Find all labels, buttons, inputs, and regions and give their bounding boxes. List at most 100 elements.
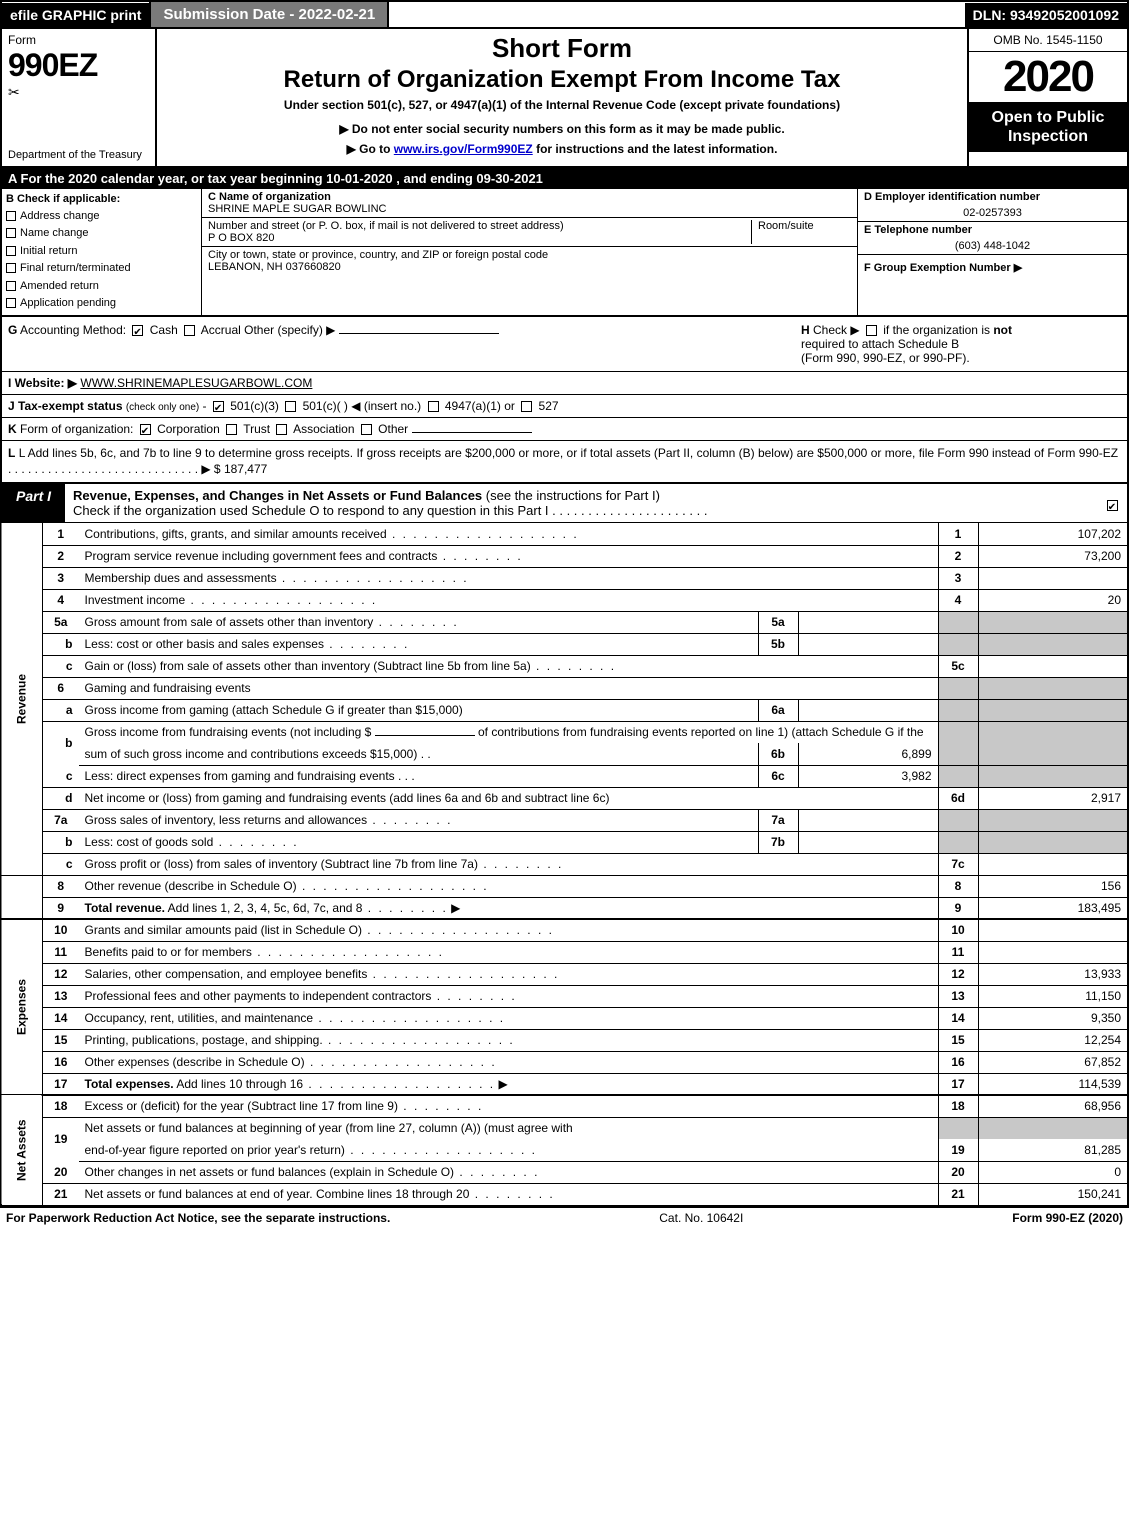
line-5c: c Gain or (loss) from sale of assets oth… [1,655,1128,677]
header-left: Form 990EZ ✂ Department of the Treasury [2,29,157,166]
line-7c: c Gross profit or (loss) from sales of i… [1,853,1128,875]
chk-other-org[interactable] [361,424,372,435]
city-row: City or town, state or province, country… [202,247,857,315]
block-bcdef: B Check if applicable: Address change Na… [0,189,1129,317]
ein-label: D Employer identification number [864,191,1121,203]
goto-pre: ▶ Go to [347,142,394,156]
chk-corporation[interactable] [140,424,151,435]
chk-address-change[interactable]: Address change [6,208,197,225]
org-name: SHRINE MAPLE SUGAR BOWLINC [208,203,386,215]
phone-row: E Telephone number (603) 448-1042 [858,222,1127,255]
row-l-gross: L L Add lines 5b, 6c, and 7b to line 9 t… [0,441,1129,485]
return-title: Return of Organization Exempt From Incom… [167,66,957,94]
line-20: 20 Other changes in net assets or fund b… [1,1161,1128,1183]
row-g-h: G Accounting Method: Cash Accrual Other … [0,317,1129,372]
chk-application-pending[interactable]: Application pending [6,295,197,312]
omb-number: OMB No. 1545-1150 [969,29,1127,52]
open-public: Open to Public Inspection [969,102,1127,152]
chk-527[interactable] [521,401,532,412]
city-label: City or town, state or province, country… [208,249,548,261]
row-l-text: L Add lines 5b, 6c, and 7b to line 9 to … [8,446,1118,477]
line-13: 13 Professional fees and other payments … [1,985,1128,1007]
row-k-org: K Form of organization: Corporation Trus… [0,418,1129,441]
chk-initial-return[interactable]: Initial return [6,243,197,260]
top-bar: efile GRAPHIC print Submission Date - 20… [0,0,1129,29]
section-h: H Check ▶ if the organization is not req… [801,323,1121,365]
ssn-warning: ▶ Do not enter social security numbers o… [167,122,957,136]
org-name-label: C Name of organization [208,191,386,203]
line-6: 6 Gaming and fundraising events [1,677,1128,699]
line-19b: end-of-year figure reported on prior yea… [1,1139,1128,1161]
line-6b-cont: sum of such gross income and contributio… [1,743,1128,765]
h-line2: required to attach Schedule B [801,337,1121,351]
group-exemption-label: F Group Exemption Number ▶ [864,262,1022,274]
h-line3: (Form 990, 990-EZ, or 990-PF). [801,351,1121,365]
line-2: 2 Program service revenue including gove… [1,545,1128,567]
chk-amended-return[interactable]: Amended return [6,278,197,295]
short-form-title: Short Form [167,33,957,64]
department: Department of the Treasury [8,149,149,161]
footer-left: For Paperwork Reduction Act Notice, see … [6,1211,390,1225]
line-5a: 5a Gross amount from sale of assets othe… [1,611,1128,633]
line-21: 21 Net assets or fund balances at end of… [1,1183,1128,1205]
row-j-status: J Tax-exempt status (check only one) - 5… [0,395,1129,418]
netassets-side-label: Net Assets [1,1095,43,1205]
part-1-tag: Part I [2,484,65,522]
chk-name-change[interactable]: Name change [6,225,197,242]
tax-year: 2020 [969,52,1127,102]
header-right: OMB No. 1545-1150 2020 Open to Public In… [967,29,1127,166]
revenue-side-label: Revenue [1,523,43,875]
checkbox-icon [1107,500,1118,511]
line-1: Revenue 1 Contributions, gifts, grants, … [1,523,1128,545]
checkbox-icon [6,211,16,221]
phone-label: E Telephone number [864,224,1121,236]
website-label: I Website: ▶ [8,376,77,390]
part-1-schedule-o-chk[interactable] [1097,484,1127,522]
line-8: 8 Other revenue (describe in Schedule O)… [1,875,1128,897]
checkbox-icon [6,281,16,291]
line-6b: b Gross income from fundraising events (… [1,721,1128,743]
line-11: 11 Benefits paid to or for members 11 [1,941,1128,963]
part-1-sub: Check if the organization used Schedule … [73,503,707,518]
line-4: 4 Investment income 4 20 [1,589,1128,611]
part-1-header: Part I Revenue, Expenses, and Changes in… [0,484,1129,523]
goto-line: ▶ Go to www.irs.gov/Form990EZ for instru… [167,142,957,156]
org-name-row: C Name of organization SHRINE MAPLE SUGA… [202,189,857,218]
website-val[interactable]: WWW.SHRINEMAPLESUGARBOWL.COM [80,376,312,390]
chk-final-return[interactable]: Final return/terminated [6,260,197,277]
room-suite-label: Room/suite [751,220,851,244]
line-12: 12 Salaries, other compensation, and emp… [1,963,1128,985]
line-7b: b Less: cost of goods sold 7b [1,831,1128,853]
chk-cash[interactable] [132,325,143,336]
street-label: Number and street (or P. O. box, if mail… [208,220,751,232]
expenses-side-label: Expenses [1,919,43,1095]
form-word: Form [8,33,149,47]
line-18: Net Assets 18 Excess or (deficit) for th… [1,1095,1128,1117]
street-row: Number and street (or P. O. box, if mail… [202,218,857,247]
chk-501c3[interactable] [213,401,224,412]
chk-trust[interactable] [226,424,237,435]
chk-accrual[interactable] [184,325,195,336]
section-a-taxyear: A For the 2020 calendar year, or tax yea… [0,168,1129,189]
footer-mid: Cat. No. 10642I [390,1211,1012,1225]
col-b: B Check if applicable: Address change Na… [2,189,202,315]
line-19: 19 Net assets or fund balances at beginn… [1,1117,1128,1139]
ein-row: D Employer identification number 02-0257… [858,189,1127,222]
line-5b: b Less: cost or other basis and sales ex… [1,633,1128,655]
submission-date: Submission Date - 2022-02-21 [149,2,389,27]
line-6a: a Gross income from gaming (attach Sched… [1,699,1128,721]
form-number: 990EZ [8,47,149,84]
group-exemption-row: F Group Exemption Number ▶ [858,255,1127,292]
line-16: 16 Other expenses (describe in Schedule … [1,1051,1128,1073]
col-def: D Employer identification number 02-0257… [857,189,1127,315]
chk-association[interactable] [276,424,287,435]
revenue-table: Revenue 1 Contributions, gifts, grants, … [0,523,1129,1206]
chk-schedule-b-not-required[interactable] [866,325,877,336]
chk-4947[interactable] [428,401,439,412]
chk-501c[interactable] [285,401,296,412]
efile-label[interactable]: efile GRAPHIC print [2,3,149,27]
col-c: C Name of organization SHRINE MAPLE SUGA… [202,189,857,315]
irs-link[interactable]: www.irs.gov/Form990EZ [394,142,533,156]
footer-right: Form 990-EZ (2020) [1012,1211,1123,1225]
row-i-website: I Website: ▶ WWW.SHRINEMAPLESUGARBOWL.CO… [0,372,1129,395]
